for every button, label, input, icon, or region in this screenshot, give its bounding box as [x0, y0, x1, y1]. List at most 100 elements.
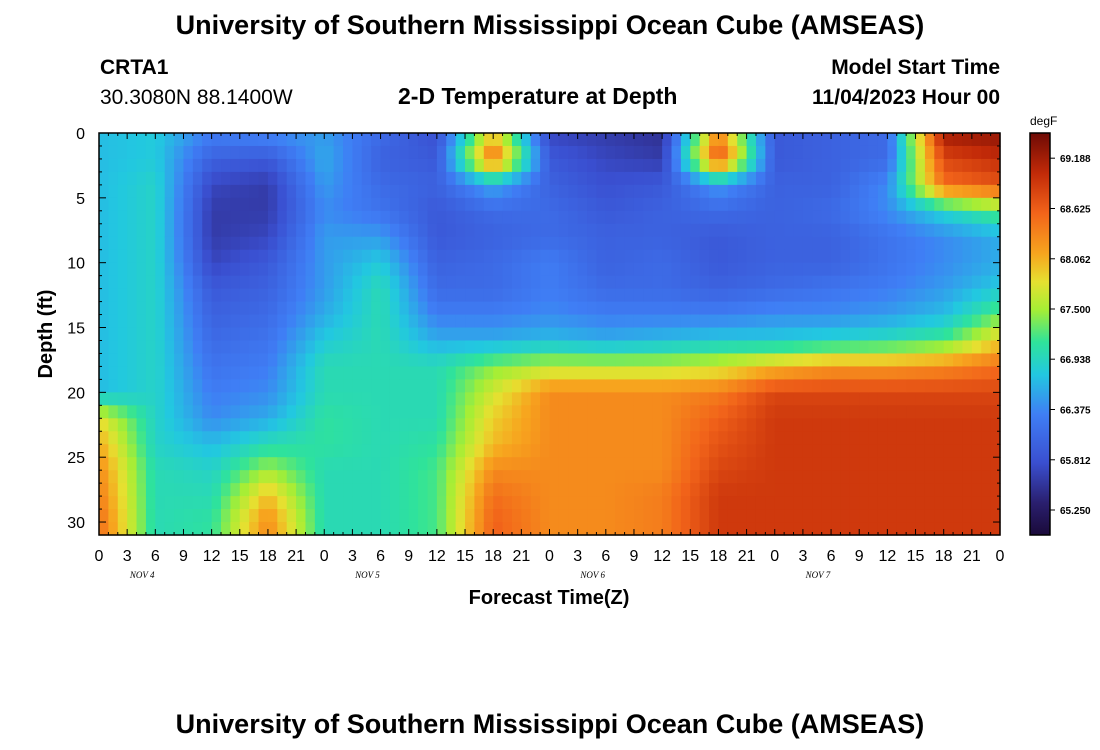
heatmap-cell	[380, 340, 391, 355]
heatmap-cell	[474, 327, 485, 342]
heatmap-cell	[549, 366, 560, 380]
heatmap-cell	[662, 133, 673, 147]
heatmap-cell	[145, 210, 156, 225]
heatmap-cell	[943, 223, 954, 238]
heatmap-cell	[877, 379, 888, 393]
heatmap-cell	[727, 327, 738, 342]
heatmap-cell	[737, 133, 748, 147]
heatmap-cell	[859, 522, 870, 536]
heatmap-cell	[953, 288, 964, 303]
heatmap-cell	[774, 133, 785, 147]
heatmap-cell	[267, 223, 278, 238]
heatmap-cell	[145, 522, 156, 536]
heatmap-cell	[511, 353, 522, 368]
heatmap-cell	[117, 470, 128, 484]
heatmap-cell	[877, 262, 888, 277]
heatmap-cell	[371, 301, 382, 316]
heatmap-cell	[943, 249, 954, 264]
heatmap-cell	[286, 379, 297, 393]
heatmap-cell	[249, 301, 260, 316]
heatmap-cell	[821, 171, 832, 186]
heatmap-cell	[108, 314, 119, 329]
heatmap-cell	[145, 470, 156, 484]
heatmap-cell	[662, 366, 673, 380]
heatmap-cell	[202, 288, 213, 303]
heatmap-cell	[455, 366, 466, 380]
heatmap-cell	[784, 366, 795, 380]
heatmap-cell	[821, 210, 832, 225]
heatmap-cell	[483, 392, 494, 406]
colorbar-tick-label: 66.938	[1060, 355, 1091, 366]
heatmap-cell	[99, 418, 109, 432]
heatmap-cell	[934, 522, 945, 536]
heatmap-cell	[502, 262, 513, 277]
heatmap-cell	[746, 405, 757, 419]
heatmap-cell	[727, 353, 738, 368]
heatmap-cell	[540, 197, 551, 212]
heatmap-cell	[868, 288, 879, 303]
heatmap-cell	[389, 133, 400, 147]
heatmap-cell	[192, 210, 203, 225]
heatmap-cell	[418, 431, 429, 445]
heatmap-cell	[352, 133, 363, 147]
heatmap-cell	[361, 158, 372, 173]
heatmap-cell	[671, 327, 682, 342]
heatmap-cell	[690, 301, 701, 316]
heatmap-cell	[831, 197, 842, 212]
heatmap-cell	[436, 288, 447, 303]
heatmap-cell	[981, 470, 992, 484]
heatmap-cell	[587, 392, 598, 406]
heatmap-cell	[662, 444, 673, 458]
heatmap-cell	[127, 496, 138, 510]
heatmap-cell	[136, 444, 147, 458]
heatmap-cell	[408, 158, 419, 173]
heatmap-cell	[868, 418, 879, 432]
heatmap-cell	[709, 249, 720, 264]
heatmap-cell	[202, 210, 213, 225]
heatmap-cell	[324, 249, 335, 264]
heatmap-cell	[361, 405, 372, 419]
heatmap-cell	[737, 158, 748, 173]
heatmap-cell	[502, 405, 513, 419]
heatmap-cell	[211, 184, 222, 199]
heatmap-cell	[793, 197, 804, 212]
heatmap-cell	[558, 262, 569, 277]
heatmap-cell	[296, 145, 307, 160]
heatmap-cell	[183, 405, 194, 419]
heatmap-cell	[784, 223, 795, 238]
heatmap-cell	[465, 418, 476, 432]
heatmap-cell	[793, 366, 804, 380]
heatmap-cell	[737, 379, 748, 393]
heatmap-cell	[821, 340, 832, 355]
heatmap-cell	[671, 418, 682, 432]
heatmap-cell	[389, 392, 400, 406]
heatmap-cell	[849, 509, 860, 523]
heatmap-cell	[577, 496, 588, 510]
heatmap-cell	[840, 145, 851, 160]
heatmap-cell	[840, 418, 851, 432]
heatmap-cell	[155, 366, 166, 380]
heatmap-cell	[680, 171, 691, 186]
heatmap-cell	[371, 249, 382, 264]
heatmap-cell	[633, 405, 644, 419]
heatmap-cell	[436, 444, 447, 458]
heatmap-cell	[915, 392, 926, 406]
heatmap-cell	[737, 184, 748, 199]
heatmap-cell	[427, 236, 438, 251]
heatmap-cell	[361, 184, 372, 199]
heatmap-cell	[709, 340, 720, 355]
heatmap-cell	[465, 249, 476, 264]
heatmap-cell	[239, 444, 250, 458]
heatmap-cell	[680, 262, 691, 277]
heatmap-cell	[305, 418, 316, 432]
heatmap-cell	[399, 197, 410, 212]
heatmap-cell	[455, 405, 466, 419]
heatmap-cell	[906, 392, 917, 406]
heatmap-cell	[671, 522, 682, 536]
heatmap-cell	[774, 314, 785, 329]
heatmap-cell	[831, 288, 842, 303]
heatmap-cell	[812, 444, 823, 458]
heatmap-cell	[727, 249, 738, 264]
heatmap-cell	[868, 392, 879, 406]
heatmap-cell	[333, 184, 344, 199]
